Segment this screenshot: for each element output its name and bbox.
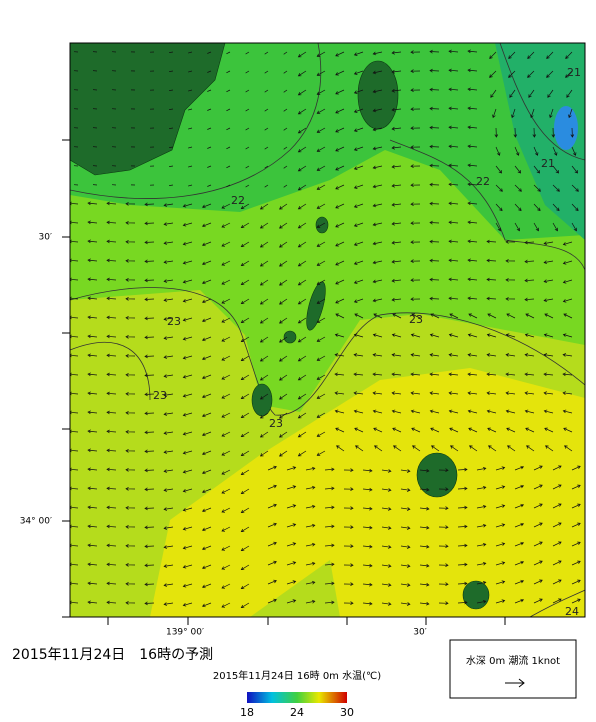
lon-label: 30′ — [413, 628, 427, 638]
map-frame — [69, 42, 586, 618]
contour-label: 22 — [476, 175, 490, 188]
graticule-ticks — [62, 139, 506, 625]
contour-label: 21 — [567, 66, 581, 79]
contour-label: 23 — [409, 313, 423, 326]
contour-label: 23 — [153, 389, 167, 402]
contour-label: 21 — [541, 157, 555, 170]
lat-label: 30′ — [39, 233, 53, 243]
contour-lines — [70, 43, 585, 617]
sea-temperature-field — [70, 43, 585, 617]
legend-text: 水深 0m 潮流 1knot — [466, 654, 560, 667]
colorbar-caption: 2015年11月24日 16時 0m 水温(℃) — [213, 669, 381, 682]
current-arrows — [70, 49, 581, 609]
map-title: 2015年11月24日 16時の予測 — [12, 647, 213, 663]
colorbar-tick-label: 18 — [240, 706, 254, 719]
contour-label: 23 — [167, 315, 181, 328]
colorbar-tick-label: 30 — [340, 706, 354, 719]
legend-box — [449, 639, 577, 699]
lon-label: 139° 00′ — [166, 628, 204, 638]
lat-label: 34° 00′ — [20, 517, 52, 527]
colorbar — [247, 692, 347, 703]
contour-label: 24 — [565, 605, 579, 618]
colorbar-tick-label: 24 — [290, 706, 304, 719]
contour-label: 23 — [269, 417, 283, 430]
legend-arrow — [505, 678, 525, 688]
contour-label: 22 — [231, 194, 245, 207]
